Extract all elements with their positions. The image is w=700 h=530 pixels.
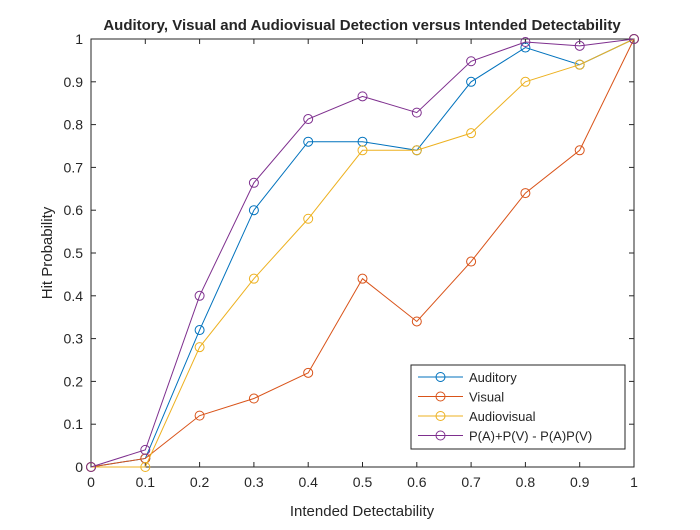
legend-swatch-marker (435, 411, 446, 421)
x-tick-label: 1 (630, 474, 638, 490)
data-point (303, 114, 314, 125)
data-point (574, 145, 585, 156)
legend-entry-label: Auditory (469, 370, 517, 385)
x-tick-label: 0.5 (353, 474, 373, 490)
data-point (466, 76, 477, 87)
plot-area: 0 0.1 0.2 0.3 0.4 0.5 0.6 0.7 0.8 0.9 1 0 0.1 0.2 0.3 0… (64, 31, 639, 490)
data-point (411, 145, 422, 156)
data-point (520, 188, 531, 199)
data-point (357, 273, 368, 284)
legend-swatch-marker (435, 372, 446, 382)
data-point (248, 273, 259, 284)
data-point (194, 342, 205, 353)
data-point (411, 107, 422, 118)
data-point (303, 136, 314, 147)
data-point (466, 128, 477, 139)
legend: Auditory Visual Audiovisual P(A)+P(V) - P(A… (410, 364, 626, 450)
series-line (91, 38, 635, 468)
data-point (303, 367, 314, 378)
x-tick-label: 0.8 (516, 474, 536, 490)
data-point (194, 410, 205, 421)
y-tick-label: 0.3 (64, 331, 84, 347)
y-tick-label: 1 (75, 31, 83, 47)
data-point (466, 256, 477, 267)
y-tick-label: 0.9 (64, 74, 84, 90)
series-line (90, 38, 635, 468)
data-point (248, 177, 259, 188)
series-line (90, 38, 635, 468)
data-point (520, 36, 531, 47)
data-point (574, 40, 585, 51)
series-2 (86, 34, 639, 472)
legend-swatch-marker (435, 391, 446, 402)
data-point (466, 56, 477, 67)
y-tick-label: 0.6 (64, 202, 84, 218)
y-tick-label: 0.4 (64, 288, 84, 304)
data-point (140, 462, 151, 472)
x-tick-label: 0.6 (407, 474, 427, 490)
data-point (140, 444, 151, 455)
data-point (194, 325, 205, 336)
data-point (194, 290, 205, 301)
x-tick-label: 0.9 (570, 474, 590, 490)
series-line (90, 38, 635, 468)
legend-entry-label: P(A)+P(V) - P(A)P(V) (469, 429, 592, 444)
data-point (520, 76, 531, 87)
data-point (86, 462, 96, 472)
data-point (629, 34, 639, 44)
legend-entry-label: Audiovisual (469, 409, 536, 424)
y-tick-label: 0.7 (64, 159, 84, 175)
legend-swatch-marker (435, 430, 446, 441)
x-tick-label: 0.4 (298, 474, 318, 490)
y-tick-label: 0.2 (64, 373, 84, 389)
x-tick-label: 0.7 (461, 474, 481, 490)
data-point (303, 213, 314, 224)
y-tick-label: 0.5 (64, 245, 84, 261)
x-tick-label: 0 (87, 474, 95, 490)
series-3 (86, 34, 639, 472)
x-axis-label: Intended Detectability (290, 503, 435, 520)
y-tick-label: 0.8 (64, 117, 84, 133)
data-point (248, 205, 259, 216)
y-tick-label: 0.1 (64, 416, 84, 432)
data-point (248, 393, 259, 404)
series-4 (86, 34, 639, 472)
x-tick-label: 0.3 (244, 474, 264, 490)
data-point (574, 59, 585, 70)
y-tick-label: 0 (75, 459, 83, 475)
data-point (411, 316, 422, 327)
y-axis-label: Hit Probability (39, 206, 56, 299)
x-tick-label: 0.1 (136, 474, 156, 490)
legend-entry-label: Visual (469, 390, 504, 405)
chart-title: Auditory, Visual and Audiovisual Detecti… (103, 17, 621, 34)
data-point (357, 91, 368, 102)
data-point (357, 145, 368, 156)
x-tick-label: 0.2 (190, 474, 210, 490)
data-point (520, 42, 531, 53)
